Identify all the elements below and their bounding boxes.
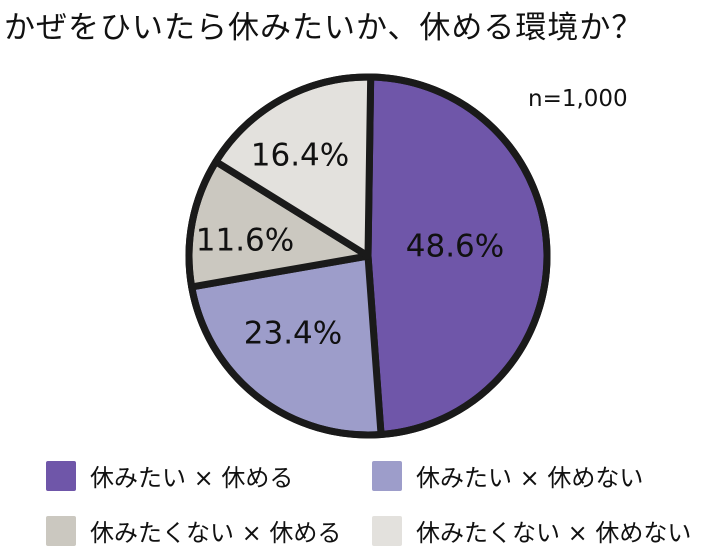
legend-swatch bbox=[372, 515, 402, 546]
legend-item: 休みたくない × 休める bbox=[46, 513, 341, 548]
chart-title: かぜをひいたら休みたいか、休める環境か？ bbox=[4, 10, 644, 46]
legend-label: 休みたくない × 休めない bbox=[416, 519, 692, 547]
slice-label: 11.6% bbox=[196, 223, 294, 259]
legend-label: 休みたい × 休めない bbox=[416, 464, 644, 492]
legend-swatch bbox=[372, 460, 402, 491]
legend-item: 休みたい × 休める bbox=[46, 458, 293, 493]
legend-swatch bbox=[46, 515, 76, 546]
legend-item: 休みたい × 休めない bbox=[372, 458, 643, 493]
slice-label: 16.4% bbox=[251, 138, 349, 174]
pie-outline bbox=[185, 73, 551, 439]
legend-swatch bbox=[46, 460, 76, 491]
legend-item: 休みたくない × 休めない bbox=[372, 513, 691, 548]
legend-label: 休みたくない × 休める bbox=[90, 519, 342, 547]
sample-size-note: n=1,000 bbox=[528, 86, 628, 112]
slice-label: 23.4% bbox=[244, 316, 342, 352]
slice-label: 48.6% bbox=[406, 229, 504, 265]
legend-label: 休みたい × 休める bbox=[90, 464, 294, 492]
